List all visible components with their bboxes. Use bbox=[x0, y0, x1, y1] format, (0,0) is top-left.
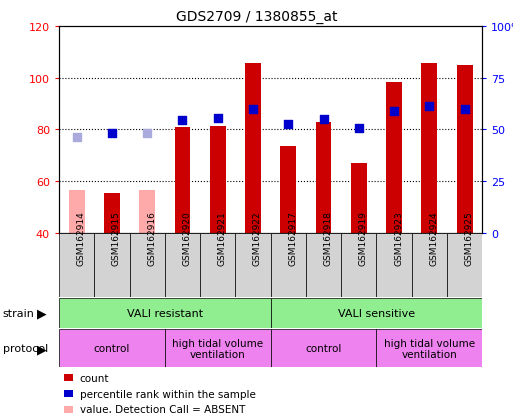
Text: ▶: ▶ bbox=[37, 342, 47, 355]
Point bbox=[461, 106, 469, 113]
Point bbox=[143, 131, 151, 137]
Bar bbox=[174, 128, 190, 233]
Text: protocol: protocol bbox=[3, 344, 48, 354]
Text: GSM162917: GSM162917 bbox=[288, 211, 297, 266]
Point bbox=[108, 131, 116, 137]
Text: count: count bbox=[80, 373, 109, 383]
Bar bbox=[270, 299, 482, 328]
Bar bbox=[306, 233, 341, 297]
Text: control: control bbox=[305, 344, 342, 354]
Text: percentile rank within the sample: percentile rank within the sample bbox=[80, 389, 255, 399]
Point bbox=[320, 116, 328, 123]
Bar bbox=[457, 66, 472, 233]
Bar bbox=[235, 233, 271, 297]
Text: GSM162919: GSM162919 bbox=[359, 211, 368, 266]
Text: GSM162914: GSM162914 bbox=[76, 211, 86, 266]
Text: control: control bbox=[94, 344, 130, 354]
Bar bbox=[129, 233, 165, 297]
Text: GSM162916: GSM162916 bbox=[147, 211, 156, 266]
Bar bbox=[411, 233, 447, 297]
Bar bbox=[210, 126, 226, 233]
Text: GSM162921: GSM162921 bbox=[218, 211, 227, 266]
Bar bbox=[280, 147, 296, 233]
Text: GSM162925: GSM162925 bbox=[465, 211, 473, 266]
Point bbox=[390, 109, 398, 115]
Text: VALI sensitive: VALI sensitive bbox=[338, 309, 415, 318]
Bar bbox=[94, 233, 130, 297]
Bar bbox=[165, 330, 270, 368]
Text: value, Detection Call = ABSENT: value, Detection Call = ABSENT bbox=[80, 404, 245, 413]
Bar bbox=[315, 122, 331, 233]
Bar bbox=[139, 191, 155, 233]
Point bbox=[249, 106, 257, 113]
Text: high tidal volume
ventilation: high tidal volume ventilation bbox=[172, 338, 263, 359]
Point bbox=[425, 104, 433, 110]
Text: GDS2709 / 1380855_at: GDS2709 / 1380855_at bbox=[176, 10, 337, 24]
Bar bbox=[421, 64, 437, 233]
Bar bbox=[447, 233, 482, 297]
Bar bbox=[245, 64, 261, 233]
Point bbox=[213, 115, 222, 122]
Text: GSM162924: GSM162924 bbox=[429, 211, 438, 266]
Text: high tidal volume
ventilation: high tidal volume ventilation bbox=[384, 338, 475, 359]
Point bbox=[354, 126, 363, 132]
Bar bbox=[59, 233, 94, 297]
Bar bbox=[69, 191, 85, 233]
Text: strain: strain bbox=[3, 309, 34, 318]
Point bbox=[179, 118, 187, 124]
Text: GSM162922: GSM162922 bbox=[253, 211, 262, 266]
Bar bbox=[270, 330, 377, 368]
Text: VALI resistant: VALI resistant bbox=[127, 309, 203, 318]
Text: GSM162920: GSM162920 bbox=[183, 211, 191, 266]
Bar bbox=[200, 233, 235, 297]
Text: ▶: ▶ bbox=[37, 307, 47, 320]
Bar bbox=[165, 233, 200, 297]
Bar bbox=[59, 330, 165, 368]
Text: GSM162923: GSM162923 bbox=[394, 211, 403, 266]
Bar bbox=[104, 193, 120, 233]
Text: GSM162915: GSM162915 bbox=[112, 211, 121, 266]
Bar bbox=[270, 233, 306, 297]
Bar bbox=[386, 82, 402, 233]
Bar bbox=[351, 164, 367, 233]
Point bbox=[284, 121, 292, 128]
Point bbox=[72, 135, 81, 141]
Text: GSM162918: GSM162918 bbox=[324, 211, 332, 266]
Bar bbox=[59, 299, 270, 328]
Bar bbox=[377, 330, 482, 368]
Bar bbox=[377, 233, 411, 297]
Bar bbox=[341, 233, 377, 297]
